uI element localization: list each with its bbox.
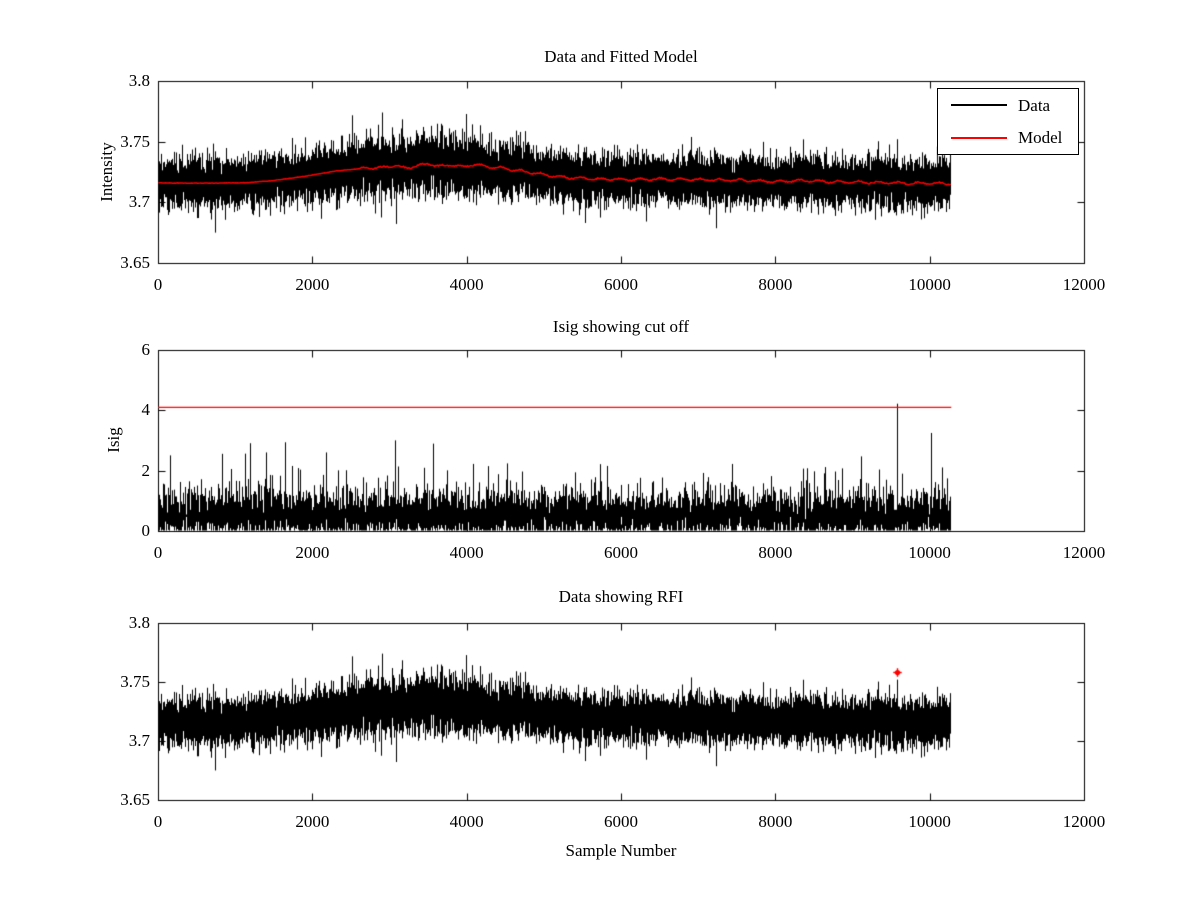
x-tick-label: 12000 — [1062, 275, 1106, 294]
subplot2-title: Isig showing cut off — [552, 317, 690, 336]
x-tick-label: 10000 — [908, 543, 951, 562]
y-tick-label: 0 — [141, 521, 151, 540]
y-tick-label: 3.8 — [128, 71, 150, 90]
xaxis-label: Sample Number — [565, 841, 677, 860]
legend-line-sample-model-icon — [951, 136, 1007, 139]
x-tick-label: 4000 — [449, 543, 484, 562]
y-tick-label: 6 — [141, 340, 151, 359]
x-tick-label: 6000 — [604, 275, 638, 294]
y-tick-label: 2 — [141, 460, 151, 480]
y-tick-label: 3.8 — [128, 613, 150, 632]
subplot1-ylabel: Intensity — [97, 142, 116, 202]
y-tick-label: 3.75 — [120, 672, 150, 691]
legend-label-model: Model — [1018, 128, 1063, 148]
x-tick-label: 2000 — [295, 812, 330, 831]
y-tick-label: 3.65 — [120, 253, 150, 272]
x-tick-label: 6000 — [604, 543, 638, 562]
y-tick-label: 3.7 — [128, 192, 150, 212]
legend-row-model: Model — [938, 129, 1078, 146]
y-tick-label: 3.75 — [120, 131, 150, 151]
x-tick-label: 4000 — [449, 812, 484, 831]
x-tick-label: 0 — [153, 275, 163, 294]
subplot3-title: Data showing RFI — [558, 587, 684, 606]
legend-label-data: Data — [1018, 95, 1051, 115]
x-tick-label: 8000 — [758, 275, 793, 294]
x-tick-label: 4000 — [449, 275, 484, 294]
legend-line-sample-data-icon — [951, 104, 1007, 107]
x-tick-label: 12000 — [1062, 543, 1106, 562]
y-tick-label: 3.7 — [128, 731, 150, 750]
y-tick-label: 3.65 — [120, 790, 150, 809]
x-tick-label: 6000 — [604, 812, 638, 831]
x-tick-label: 2000 — [295, 275, 330, 294]
x-tick-label: 8000 — [758, 543, 793, 562]
x-tick-label: 12000 — [1062, 812, 1106, 831]
x-tick-label: 8000 — [758, 812, 793, 831]
legend: Data Model — [937, 88, 1079, 155]
x-tick-label: 10000 — [908, 812, 951, 831]
x-tick-label: 0 — [153, 812, 163, 831]
x-tick-label: 10000 — [908, 275, 951, 294]
x-tick-label: 0 — [153, 543, 163, 562]
legend-row-data: Data — [938, 97, 1078, 114]
x-tick-label: 2000 — [295, 543, 330, 562]
subplot1-title: Data and Fitted Model — [544, 47, 698, 66]
y-tick-label: 4 — [141, 400, 151, 420]
